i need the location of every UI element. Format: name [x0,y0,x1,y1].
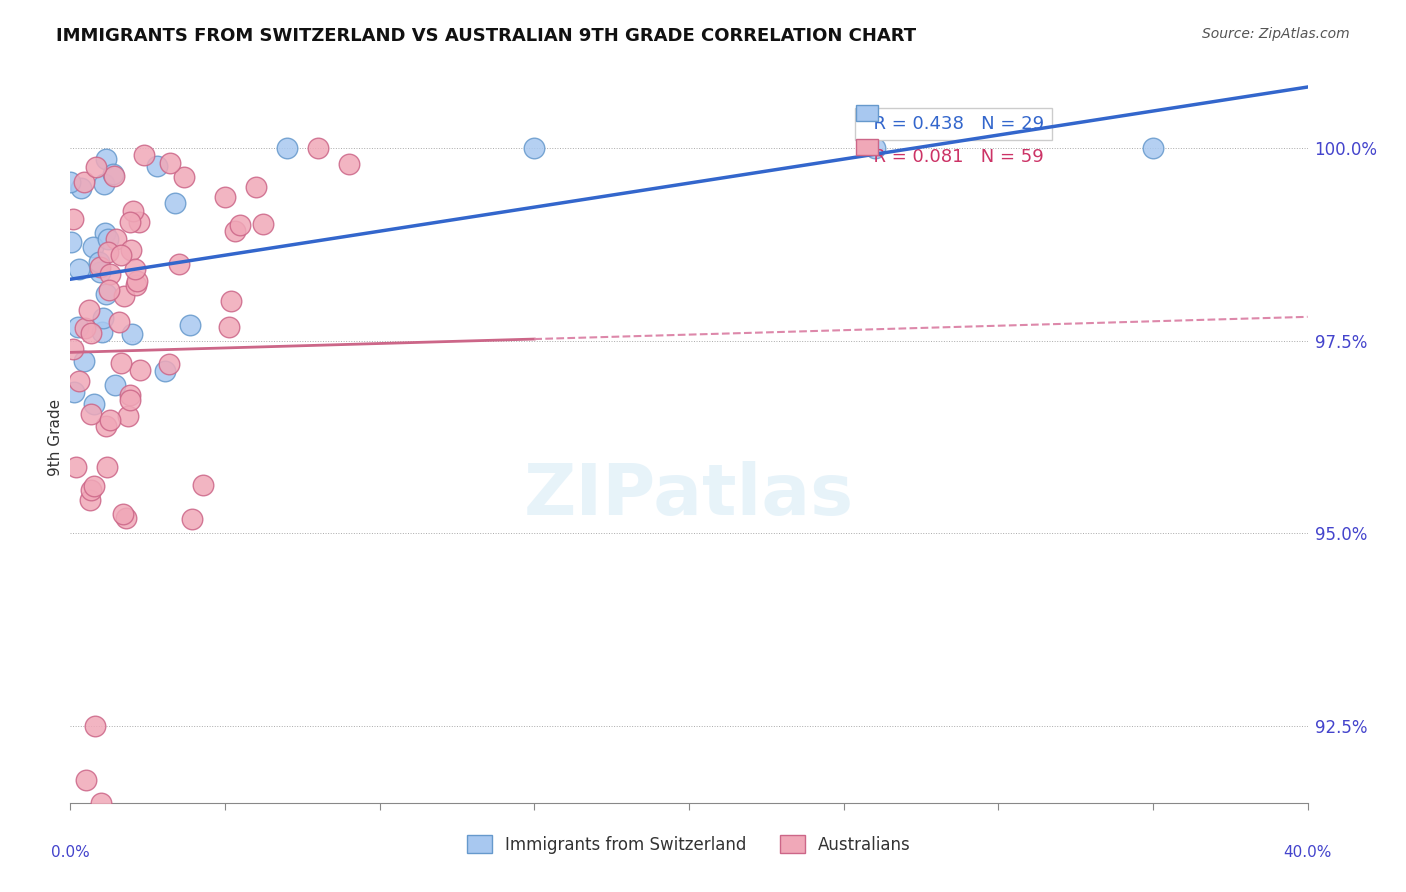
Point [125,277,148,292]
Text: 40.0%: 40.0% [1284,845,1331,860]
Point [128,214,150,228]
Point [103,169,125,184]
Point [77,303,100,318]
Text: 0.0%: 0.0% [51,845,90,860]
Point [307,141,329,155]
Point [181,512,204,526]
Point [84,719,107,733]
FancyBboxPatch shape [856,105,879,121]
FancyBboxPatch shape [856,139,879,155]
Point [79,492,101,507]
Point [245,179,267,194]
Point [863,141,886,155]
Point [122,204,145,219]
Point [118,393,141,408]
Point [94,287,117,301]
Point [69,262,91,277]
Point [104,232,127,246]
Point [82,239,104,253]
Point [90,796,112,810]
Point [97,283,120,297]
Text: Source: ZipAtlas.com: Source: ZipAtlas.com [1202,27,1350,41]
Y-axis label: 9th Grade: 9th Grade [48,399,63,475]
Point [62,343,84,357]
Point [75,320,97,334]
Point [96,819,118,833]
Legend: Immigrants from Switzerland, Australians: Immigrants from Switzerland, Australians [460,829,918,860]
Point [67,319,90,334]
Point [80,326,103,340]
Point [112,289,135,303]
Point [159,156,181,170]
Point [276,141,298,155]
Text: IMMIGRANTS FROM SWITZERLAND VS AUSTRALIAN 9TH GRADE CORRELATION CHART: IMMIGRANTS FROM SWITZERLAND VS AUSTRALIA… [56,27,917,45]
Point [94,152,117,166]
Point [214,190,236,204]
Point [191,477,214,491]
Point [146,159,169,173]
Text: ZIPatlas: ZIPatlas [524,461,853,530]
Point [224,224,246,238]
Point [1142,141,1164,155]
Point [97,232,120,246]
Point [337,157,360,171]
Point [523,141,546,155]
Point [60,235,83,249]
Point [218,320,240,334]
Point [229,219,252,233]
Point [110,248,132,262]
Point [91,325,114,339]
Point [96,460,118,475]
Point [120,215,142,229]
Point [118,388,141,402]
Point [89,260,111,275]
Point [94,418,117,433]
Text: R = 0.438   N = 29: R = 0.438 N = 29 [862,115,1045,133]
Point [84,160,107,174]
Point [128,362,150,376]
Point [121,326,143,341]
Point [167,257,190,271]
Point [97,244,120,259]
Point [252,217,274,231]
Point [59,175,82,189]
Point [67,374,90,388]
Point [115,511,138,525]
Point [94,226,117,240]
Point [98,412,121,426]
Point [73,175,96,189]
Point [101,167,124,181]
Point [124,262,146,277]
Point [62,211,84,226]
Point [108,315,131,329]
Point [103,378,125,392]
Point [80,407,103,421]
Point [111,507,134,521]
Point [87,255,110,269]
Point [110,356,132,370]
Point [69,181,91,195]
Point [79,483,101,498]
Point [100,268,122,282]
Point [89,265,111,279]
Point [83,479,105,493]
Point [120,243,142,257]
Point [73,354,96,368]
Point [165,195,187,210]
Text: R = 0.081   N = 59: R = 0.081 N = 59 [862,148,1043,166]
Point [63,385,86,400]
Point [125,274,148,288]
Point [157,357,180,371]
Point [75,772,97,787]
Point [179,318,201,332]
Point [83,397,105,411]
Point [219,293,242,308]
Point [173,169,195,184]
Point [93,310,115,325]
Point [93,178,115,192]
Point [132,148,155,162]
Point [117,409,139,424]
Point [65,460,87,475]
Point [153,364,176,378]
